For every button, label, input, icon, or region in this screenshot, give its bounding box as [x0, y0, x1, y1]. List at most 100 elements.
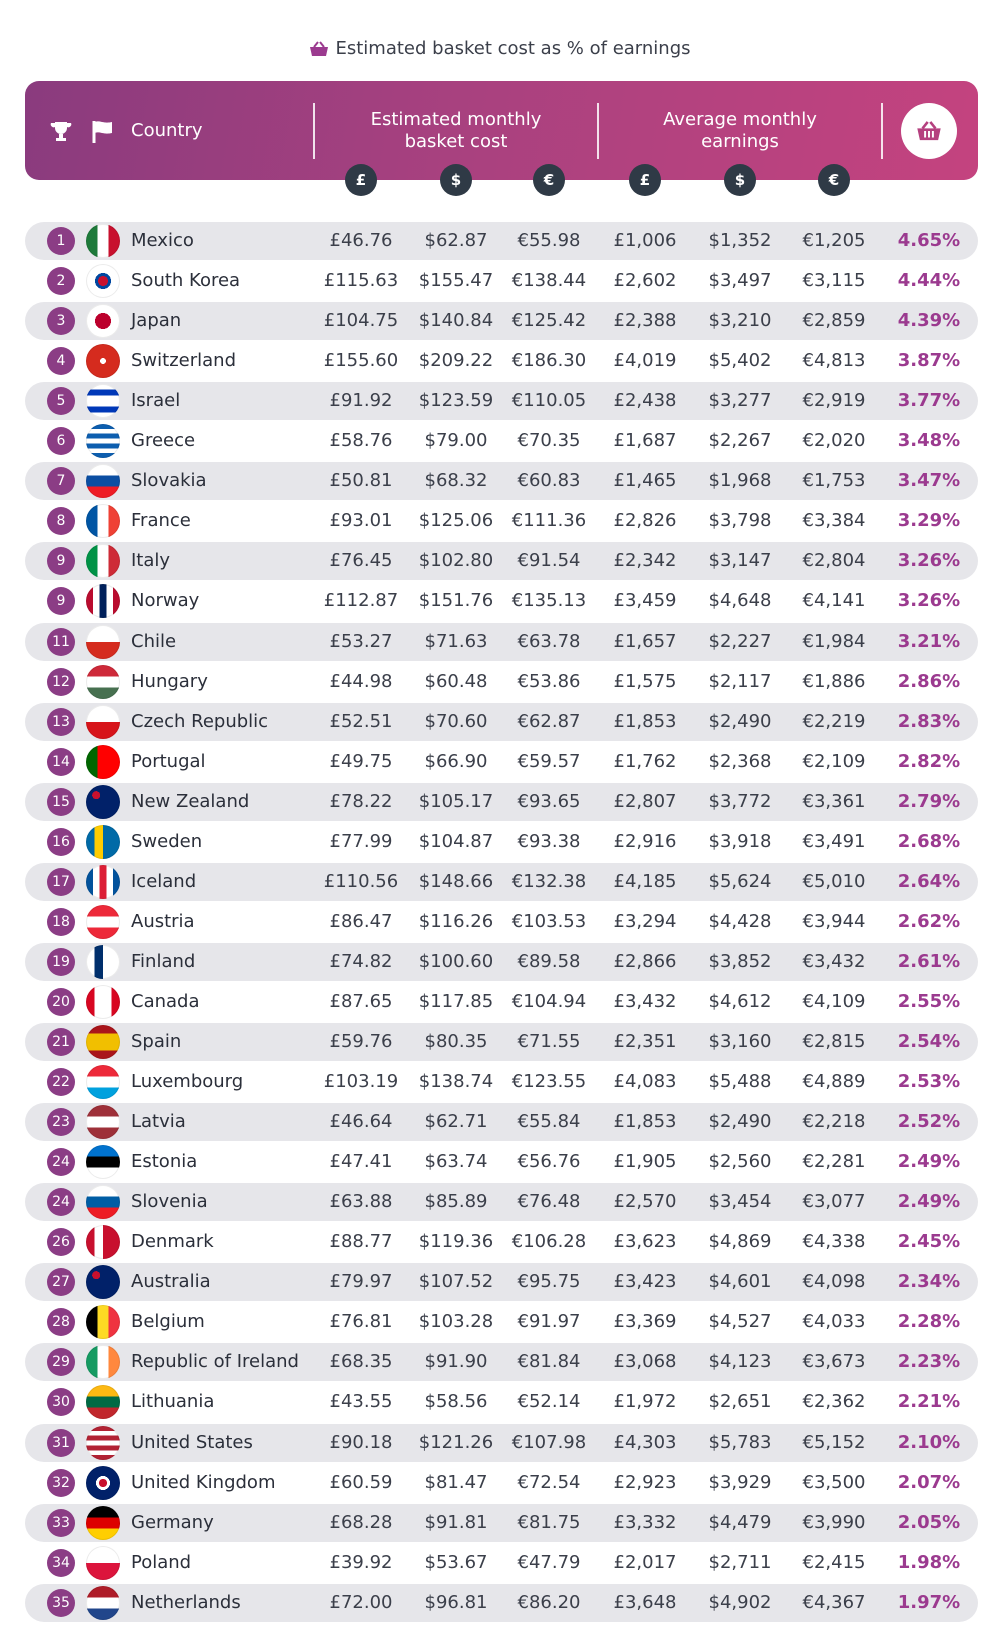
country-name: New Zealand [131, 790, 250, 812]
country-name: South Korea [131, 270, 241, 292]
value-cell: £103.19 [323, 1071, 399, 1093]
value-cell: $71.63 [424, 630, 488, 652]
value-cell: $66.90 [424, 750, 488, 772]
value-cell: $3,210 [708, 310, 772, 332]
value-cell: $4,428 [708, 910, 772, 932]
value-cell: $155.47 [418, 270, 494, 292]
basket-icon [310, 41, 329, 56]
value-cell: £72.00 [329, 1591, 393, 1613]
value-cell: £47.41 [329, 1151, 393, 1173]
value-cell: $2,711 [708, 1551, 772, 1573]
table-row [25, 1423, 978, 1462]
value-cell: £155.60 [323, 350, 399, 372]
value-cell: £3,369 [613, 1311, 677, 1333]
value-cell: €53.86 [517, 670, 581, 692]
value-cell: £1,905 [613, 1151, 677, 1173]
country-name: France [131, 510, 191, 532]
percent-cell: 3.47% [897, 470, 961, 492]
value-cell: €2,020 [802, 430, 866, 452]
value-cell: $209.22 [418, 350, 494, 372]
value-cell: $3,772 [708, 790, 772, 812]
value-cell: $3,497 [708, 270, 772, 292]
value-cell: $2,490 [708, 1111, 772, 1133]
value-cell: $107.52 [418, 1271, 494, 1293]
percent-cell: 3.26% [897, 550, 961, 572]
rank-badge: 29 [47, 1348, 75, 1377]
value-cell: £3,068 [613, 1351, 677, 1373]
percent-cell: 3.21% [897, 630, 961, 652]
value-cell: €81.84 [517, 1351, 581, 1373]
value-cell: €71.55 [517, 1031, 581, 1052]
country-flag [86, 1145, 120, 1180]
table-row [25, 1023, 978, 1061]
value-cell: €3,990 [802, 1511, 866, 1533]
value-cell: $2,368 [708, 750, 772, 772]
country-flag [86, 304, 120, 339]
value-cell: £104.75 [323, 310, 399, 332]
percent-cell: 2.23% [897, 1351, 961, 1373]
percent-cell: 4.44% [897, 270, 961, 292]
country-name: Japan [131, 310, 182, 332]
value-cell: $117.85 [418, 990, 494, 1012]
value-cell: $3,929 [708, 1471, 772, 1493]
value-cell: £3,423 [613, 1271, 677, 1293]
value-cell: £86.47 [329, 910, 393, 932]
value-cell: €4,109 [802, 990, 866, 1012]
percent-cell: 2.54% [897, 1031, 961, 1052]
value-cell: €2,362 [802, 1391, 866, 1413]
percent-cell: 3.77% [897, 390, 961, 412]
country-name: Portugal [131, 750, 206, 772]
value-cell: $148.66 [418, 870, 494, 892]
value-cell: £2,388 [613, 310, 677, 332]
percent-cell: 2.45% [897, 1231, 961, 1253]
value-cell: €91.54 [517, 550, 581, 572]
value-cell: $4,902 [708, 1591, 772, 1613]
value-cell: £39.92 [329, 1551, 393, 1573]
value-cell: £2,602 [613, 270, 677, 292]
value-cell: $3,852 [708, 950, 772, 972]
value-cell: £2,570 [613, 1191, 677, 1213]
value-cell: $3,798 [708, 510, 772, 532]
percent-cell: 3.29% [897, 510, 961, 532]
country-flag [86, 1425, 120, 1460]
country-flag [86, 1185, 120, 1220]
rank-badge: 7 [47, 467, 75, 496]
value-cell: €3,115 [802, 270, 866, 292]
value-cell: €89.58 [517, 950, 581, 972]
value-cell: $1,968 [708, 470, 772, 492]
value-cell: £4,303 [613, 1431, 677, 1453]
value-cell: $79.00 [424, 430, 488, 452]
value-cell: £2,807 [613, 790, 677, 812]
flag-icon [92, 121, 112, 143]
country-name: Lithuania [131, 1391, 215, 1413]
country-name: Germany [131, 1511, 214, 1533]
value-cell: €103.53 [511, 910, 587, 932]
value-cell: £1,762 [613, 750, 677, 772]
value-cell: €95.75 [517, 1271, 581, 1293]
value-cell: €3,491 [802, 830, 866, 852]
divider [313, 103, 315, 159]
currency-badge: $ [440, 164, 472, 196]
value-cell: £90.18 [329, 1431, 393, 1453]
rank-badge: 14 [47, 747, 75, 776]
country-name: Slovenia [131, 1191, 208, 1213]
currency-badge: € [818, 164, 850, 196]
value-cell: £63.88 [329, 1191, 393, 1213]
value-cell: €2,109 [802, 750, 866, 772]
value-cell: €2,804 [802, 550, 866, 572]
value-cell: £91.92 [329, 390, 393, 412]
value-cell: £1,853 [613, 1111, 677, 1133]
value-cell: €70.35 [517, 430, 581, 452]
rank-badge: 27 [47, 1268, 75, 1297]
percent-cell: 2.79% [897, 790, 961, 812]
value-cell: $4,123 [708, 1351, 772, 1373]
value-cell: £49.75 [329, 750, 393, 772]
value-cell: $123.59 [418, 390, 494, 412]
value-cell: $119.36 [418, 1231, 494, 1253]
value-cell: €4,813 [802, 350, 866, 372]
percent-cell: 3.26% [897, 590, 961, 612]
table-row [25, 942, 978, 981]
value-cell: €138.44 [511, 270, 587, 292]
country-flag [86, 744, 120, 779]
country-name: Denmark [131, 1231, 214, 1253]
